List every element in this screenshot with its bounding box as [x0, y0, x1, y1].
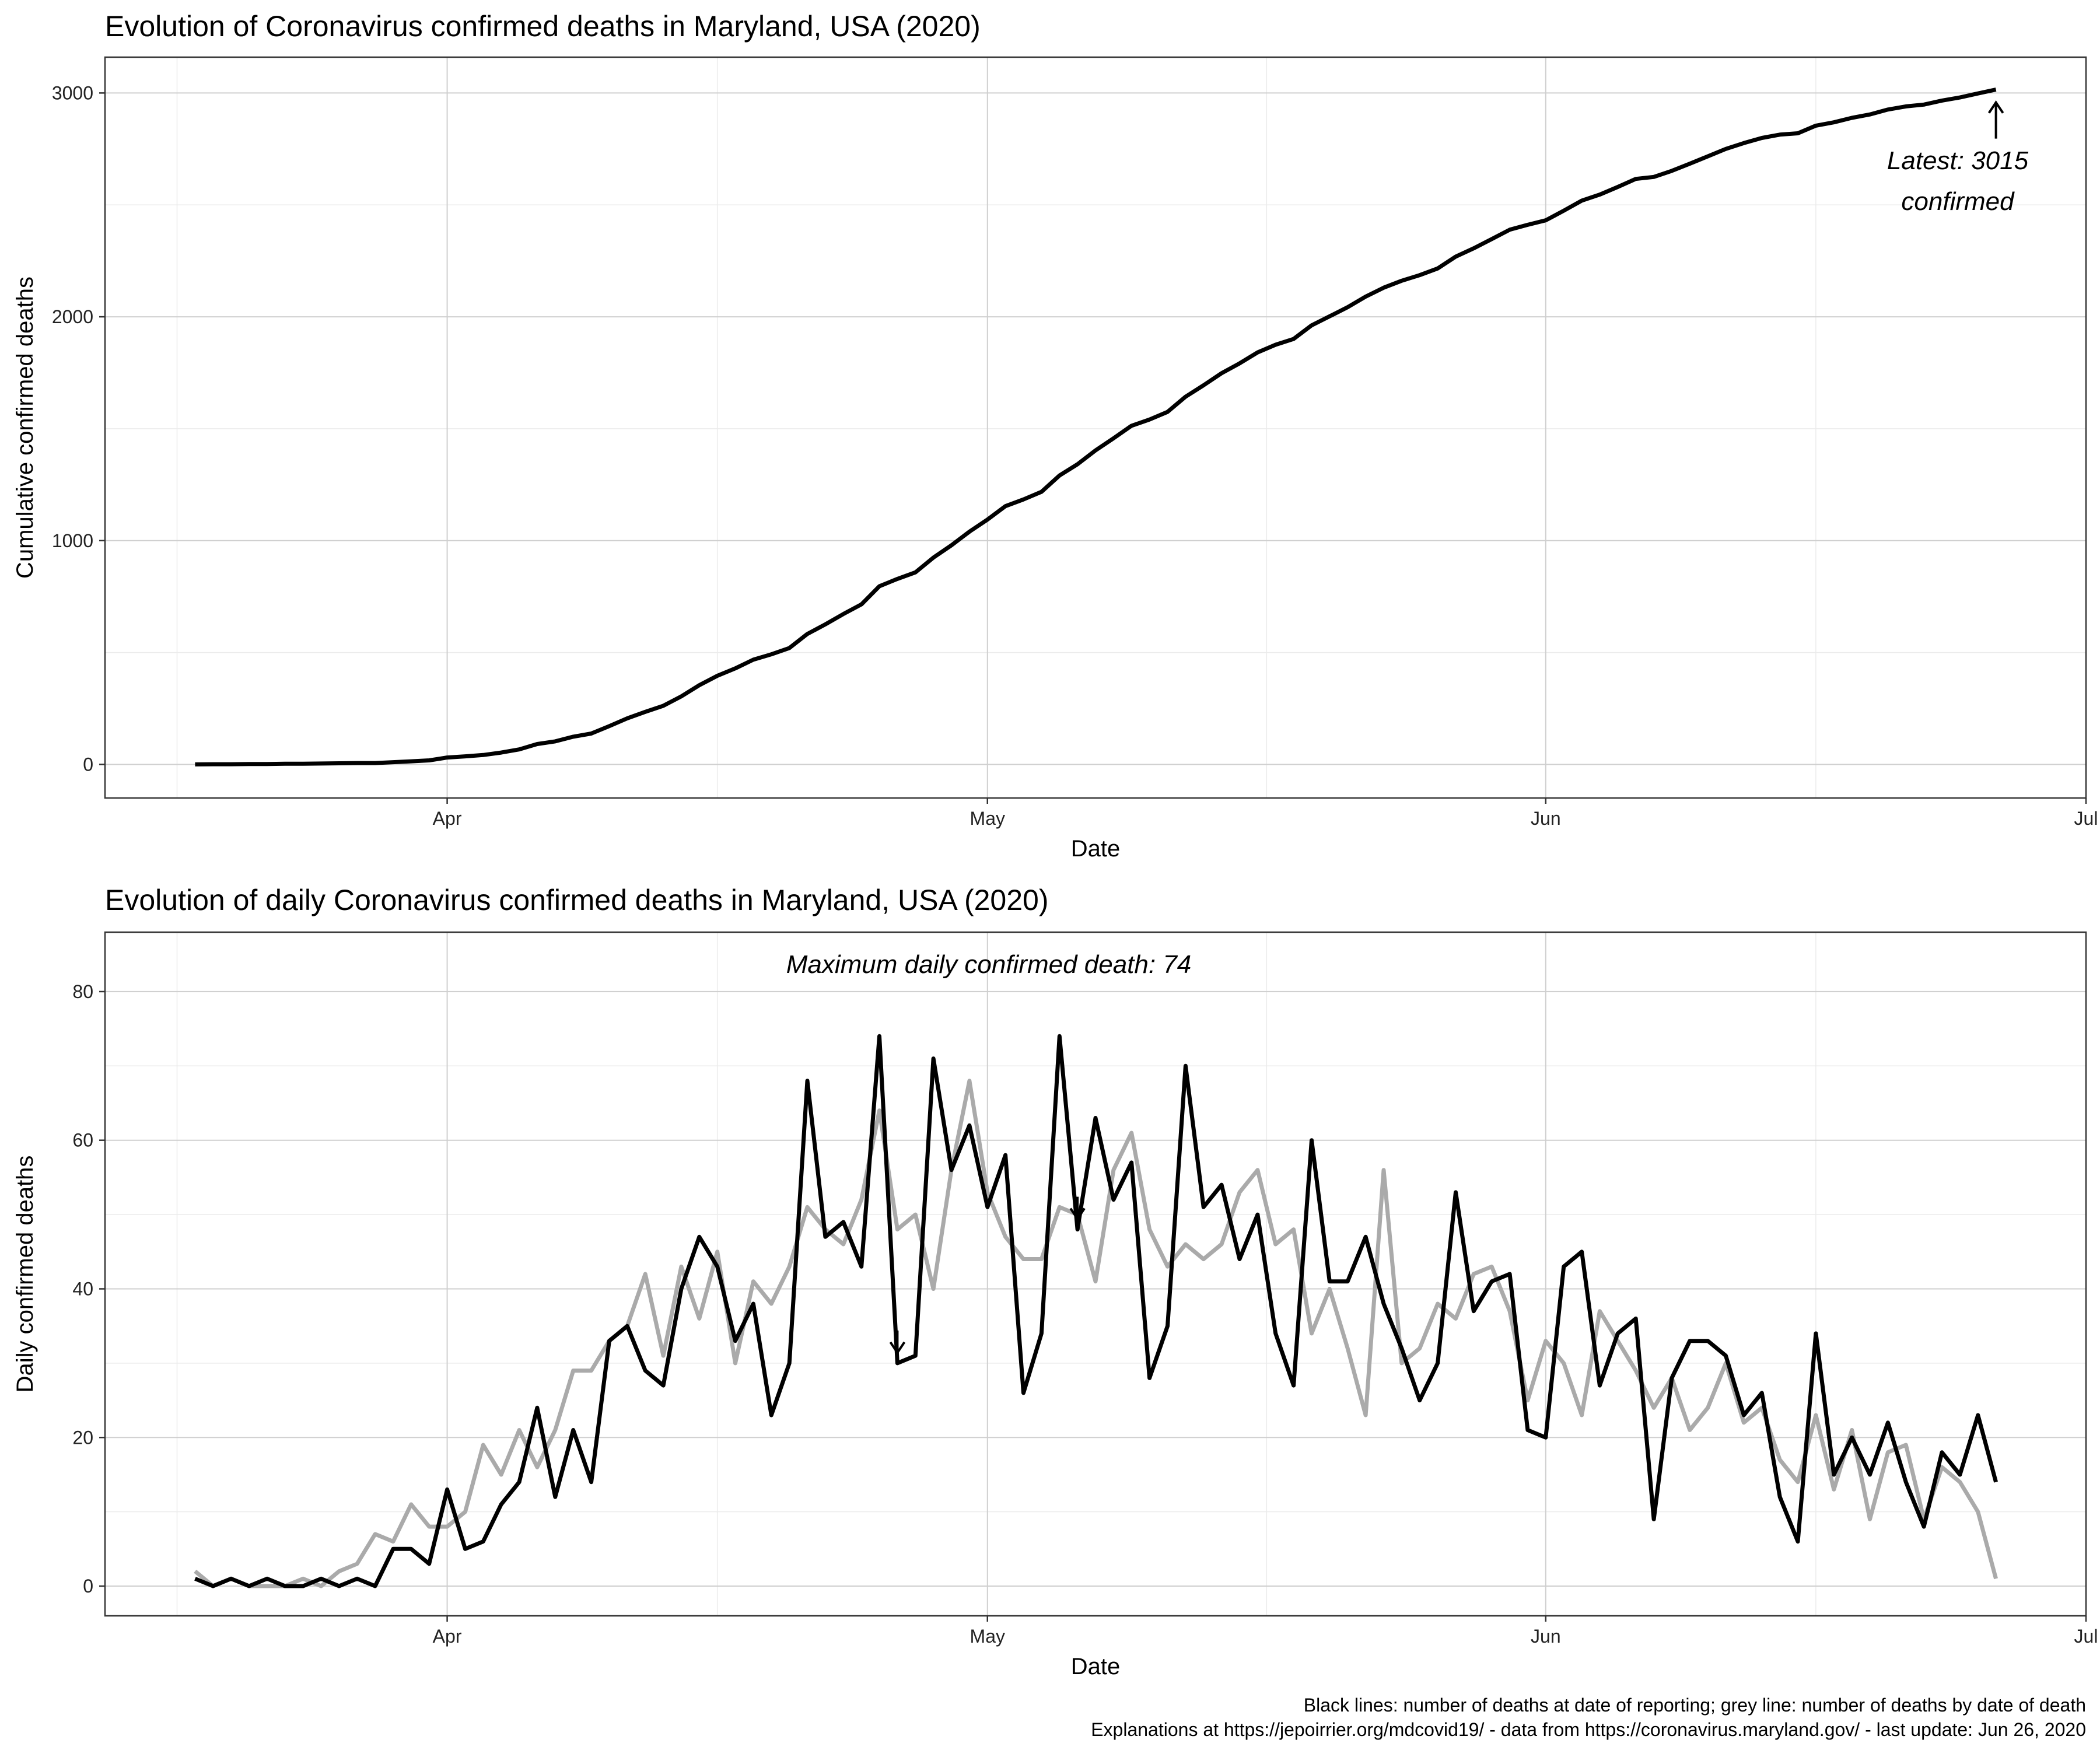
cumulative-grid: [105, 57, 2086, 798]
max-daily-annotation: Maximum daily confirmed death: 74: [786, 950, 1192, 979]
cumulative-panel-border: [104, 56, 2087, 799]
daily-chart-title: Evolution of daily Coronavirus confirmed…: [105, 884, 1048, 916]
caption-line-1: Black lines: number of deaths at date of…: [1304, 1695, 2086, 1716]
daily-deaths-by-date-line: [194, 1079, 1998, 1588]
cumulative-y-axis-title: Cumulative confirmed deaths: [12, 276, 38, 579]
daily-x-tick-label: Apr: [433, 1626, 462, 1647]
daily-panel-border: [104, 931, 2087, 1617]
cumulative-y-tick-label: 1000: [52, 530, 93, 551]
cumulative-y-tick-label: 0: [83, 754, 93, 775]
daily-x-tick-label: May: [970, 1626, 1005, 1647]
daily-x-tick-label: Jul: [2074, 1626, 2098, 1647]
latest-arrow-head: [1987, 100, 2004, 114]
daily-series: [194, 1034, 1998, 1588]
cumulative-y-tick-label: 3000: [52, 82, 93, 103]
max-annotation: Maximum daily confirmed death: 74: [786, 950, 1192, 1355]
daily-y-tick-label: 20: [72, 1427, 93, 1448]
cumulative-series: [195, 88, 1997, 766]
latest-annotation-line-2: confirmed: [1901, 187, 2015, 216]
daily-y-tick-label: 80: [72, 981, 93, 1002]
latest-annotation-line-1: Latest: 3015: [1887, 146, 2029, 175]
latest-annotation-arrow: [1987, 100, 2004, 139]
cumulative-deaths-panel: Evolution of Coronavirus confirmed death…: [12, 10, 2098, 862]
daily-reported-deaths-line: [194, 1034, 1998, 1588]
cumulative-axes: Apr May Jun Jul 0 1000 2000 3000: [52, 82, 2098, 829]
max-arrow-head: [1069, 1208, 1086, 1222]
cumulative-x-tick-label: Jul: [2074, 808, 2098, 829]
cumulative-x-axis-title: Date: [1071, 836, 1121, 862]
daily-y-axis-title: Daily confirmed deaths: [12, 1156, 38, 1393]
cumulative-y-tick-label: 2000: [52, 306, 93, 327]
daily-deaths-panel: Evolution of daily Coronavirus confirmed…: [12, 884, 2098, 1679]
caption-line-2: Explanations at https://jepoirrier.org/m…: [1091, 1719, 2086, 1740]
cumulative-x-tick-label: Apr: [433, 808, 462, 829]
daily-x-tick-label: Jun: [1531, 1626, 1561, 1647]
max-arrow-head: [889, 1341, 906, 1355]
cumulative-x-tick-label: May: [970, 808, 1005, 829]
cumulative-x-tick-label: Jun: [1531, 808, 1561, 829]
daily-y-tick-label: 40: [72, 1278, 93, 1299]
daily-y-tick-label: 0: [83, 1576, 93, 1597]
max-annotation-arrows: [889, 1196, 1086, 1355]
daily-y-tick-label: 60: [72, 1130, 93, 1151]
daily-axes: Apr May Jun Jul 0 20 40 60 80: [72, 981, 2098, 1647]
daily-grid: [105, 932, 2086, 1616]
cumulative-chart-title: Evolution of Coronavirus confirmed death…: [105, 10, 981, 43]
daily-x-axis-title: Date: [1071, 1654, 1121, 1679]
latest-annotation: Latest: 3015 confirmed: [1887, 100, 2029, 216]
cumulative-reported-deaths-line: [195, 88, 1997, 766]
